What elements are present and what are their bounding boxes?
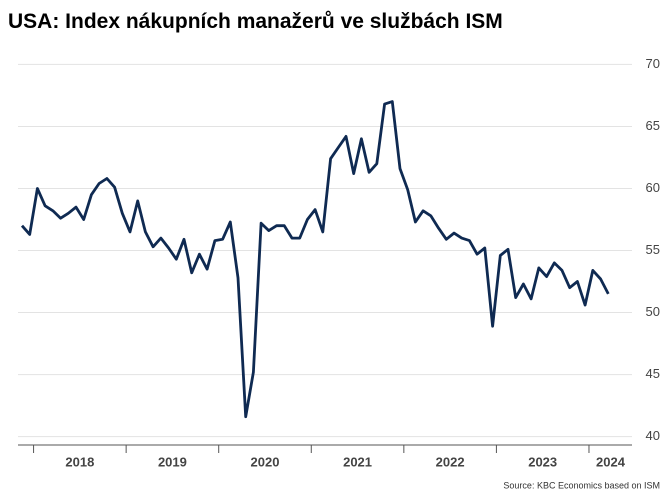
y-tick-label: 50 [646, 304, 660, 319]
y-tick-label: 55 [646, 242, 660, 257]
x-tick-label: 2018 [65, 454, 94, 469]
x-tick-label: 2020 [251, 454, 280, 469]
x-tick-label: 2023 [528, 454, 557, 469]
x-tick-label: 2019 [158, 454, 187, 469]
line [20, 100, 610, 419]
source: Source: KBC Economics based on ISM [503, 480, 660, 490]
y-tick-label: 40 [646, 428, 660, 443]
x-tick-label: 2024 [596, 454, 626, 469]
y-tick-label: 45 [646, 366, 660, 381]
y-tick-label: 70 [646, 56, 660, 71]
y-tick-label: 65 [646, 118, 660, 133]
chart-title: USA: Index nákupních manažerů ve službác… [8, 10, 503, 33]
x-tick-label: 2022 [436, 454, 465, 469]
y-tick-label: 60 [646, 180, 660, 195]
x-tick-label: 2021 [343, 454, 372, 469]
